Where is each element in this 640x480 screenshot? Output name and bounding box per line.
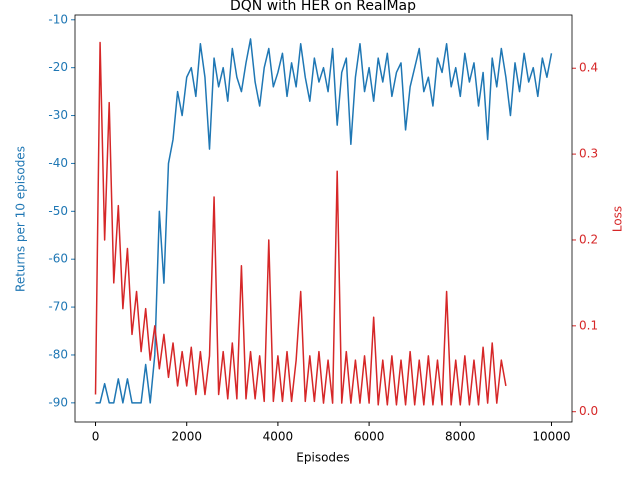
y-tick-label: -70 [48, 300, 68, 314]
y2-tick-label: 0.4 [579, 61, 598, 75]
y2-axis-label: Loss [611, 206, 625, 232]
x-tick-label: 10000 [532, 430, 570, 444]
y-tick-label: -20 [48, 60, 68, 74]
series-line [94, 41, 507, 406]
x-tick-label: 4000 [263, 430, 294, 444]
y2-tick-label: 0.1 [579, 318, 598, 332]
x-tick-label: 6000 [354, 430, 385, 444]
y2-tick-label: 0.2 [579, 232, 598, 246]
y-tick-label: -40 [48, 156, 68, 170]
y-tick-label: -50 [48, 204, 68, 218]
y-tick-label: -30 [48, 108, 68, 122]
x-tick-label: 2000 [171, 430, 202, 444]
plot-frame [74, 14, 573, 423]
series-line [95, 38, 553, 404]
x-tick-label: 8000 [445, 430, 476, 444]
y-tick-label: -10 [48, 12, 68, 26]
y-axis-label: Returns per 10 episodes [14, 146, 28, 292]
y2-tick-label: 0.3 [579, 147, 598, 161]
y-tick-label: -80 [48, 347, 68, 361]
x-axis-label: Episodes [296, 451, 349, 465]
y-tick-label: -60 [48, 252, 68, 266]
y2-tick-label: 0.0 [579, 404, 598, 418]
chart-title: DQN with HER on RealMap [230, 0, 416, 14]
y-tick-label: -90 [48, 395, 68, 409]
x-tick-label: 0 [92, 430, 100, 444]
